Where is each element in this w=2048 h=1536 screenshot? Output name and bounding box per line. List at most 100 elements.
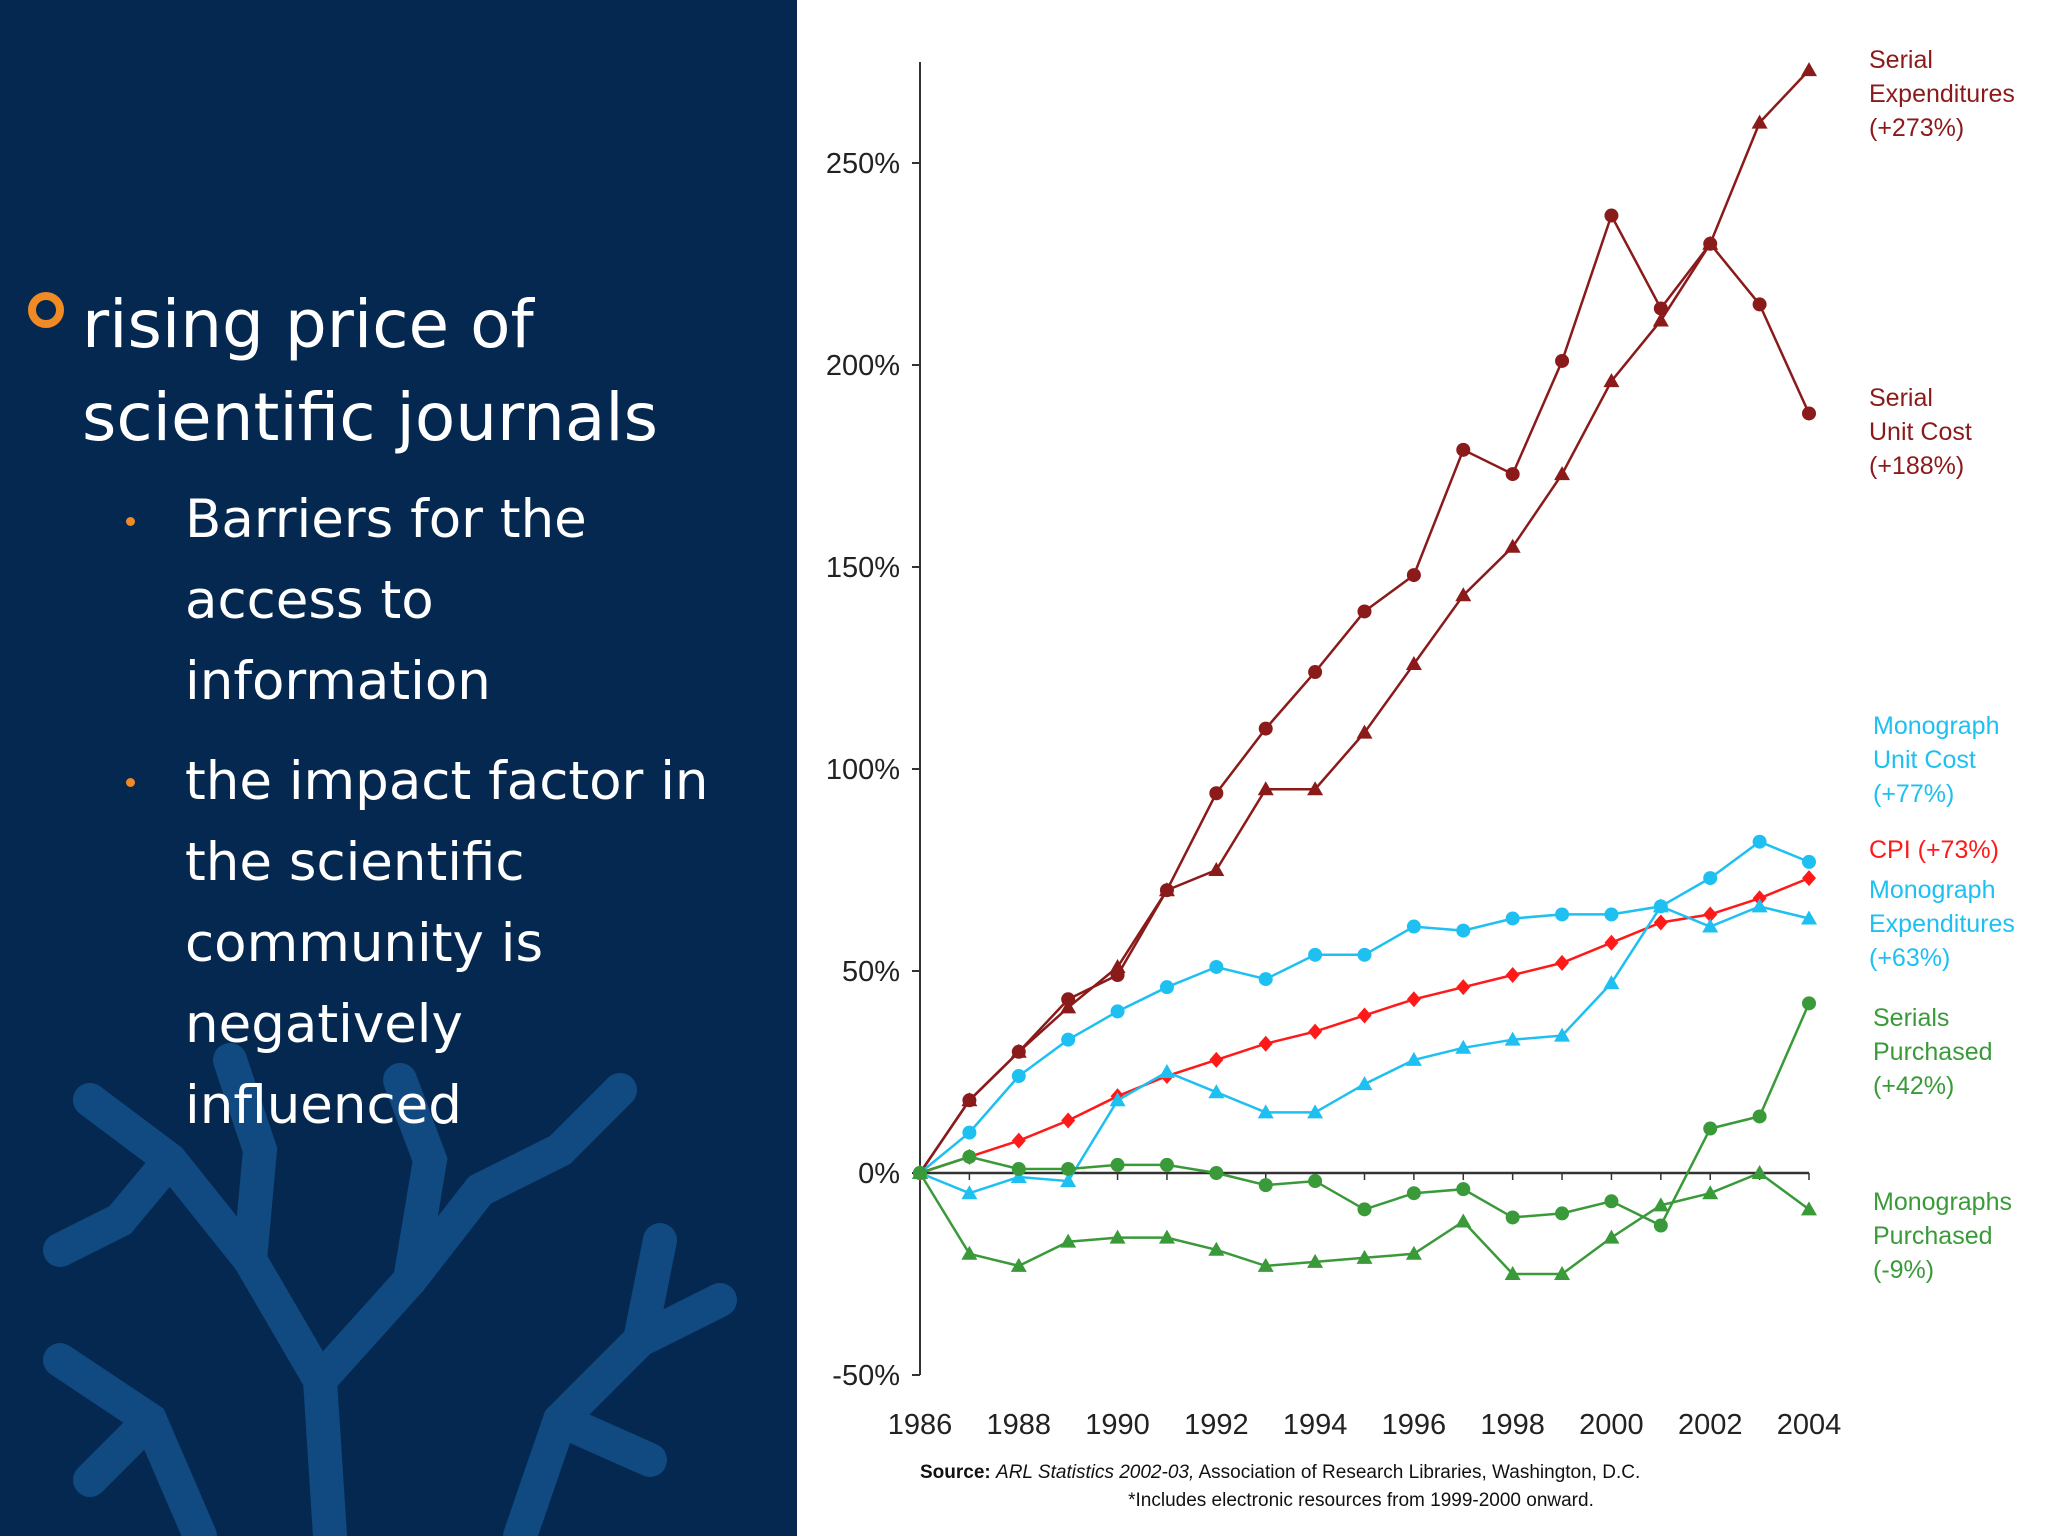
series-label: Expenditures	[1869, 910, 2015, 938]
data-point-monograph-expenditures	[1455, 1039, 1472, 1054]
data-point-serial-unit-cost	[1209, 786, 1224, 801]
line-chart: -50% 0% 50% 100% 150% 200% 250% 1986 1988 1990 199…	[826, 46, 2015, 1511]
x-tick-label: 1996	[1382, 1409, 1447, 1441]
data-point-monographs-purchased	[1801, 1201, 1817, 1216]
data-point-cpi	[1011, 1132, 1026, 1149]
data-point-serial-expenditures	[1356, 724, 1373, 739]
bullet-dot-icon	[126, 778, 135, 787]
data-point-monograph-unit-cost	[1357, 947, 1372, 962]
data-point-monograph-expenditures	[1702, 918, 1719, 933]
data-point-serials-purchased	[1406, 1186, 1421, 1201]
data-point-monographs-purchased	[1405, 1245, 1422, 1260]
bullet-ring-icon	[28, 292, 64, 328]
data-point-monograph-unit-cost	[1505, 911, 1520, 926]
y-tick-label: 50%	[842, 956, 900, 988]
data-point-serials-purchased	[1555, 1206, 1570, 1221]
data-point-monograph-expenditures	[1109, 1092, 1126, 1107]
chart-panel: -50% 0% 50% 100% 150% 200% 250% 1986 1988 1990 199…	[797, 0, 2048, 1536]
data-point-monograph-unit-cost	[1604, 907, 1619, 922]
data-point-monographs-purchased	[1504, 1266, 1521, 1280]
data-point-serials-purchased	[1159, 1157, 1174, 1172]
data-point-monographs-purchased	[1257, 1257, 1274, 1272]
data-point-serial-expenditures	[1554, 466, 1571, 481]
data-point-serials-purchased	[1802, 996, 1816, 1011]
data-point-monograph-unit-cost	[1555, 907, 1570, 922]
series-label: (+188%)	[1869, 452, 1964, 480]
data-point-serials-purchased	[1653, 1218, 1668, 1233]
data-point-monograph-unit-cost	[1159, 980, 1174, 995]
data-point-serials-purchased	[1258, 1178, 1273, 1193]
data-point-monograph-expenditures	[1307, 1104, 1324, 1119]
data-point-serials-purchased	[1061, 1161, 1076, 1176]
data-point-serial-expenditures	[1060, 999, 1077, 1014]
x-tick-label: 1990	[1085, 1409, 1150, 1441]
x-tick-label: 1986	[888, 1409, 953, 1441]
data-point-monographs-purchased	[1652, 1197, 1669, 1212]
data-point-monograph-unit-cost	[1802, 854, 1816, 869]
data-point-monographs-purchased	[1307, 1253, 1324, 1268]
data-point-cpi	[1505, 967, 1520, 984]
data-point-serials-purchased	[1505, 1210, 1520, 1225]
series-label: Serials	[1873, 1004, 1949, 1032]
series-line-monograph-unit-cost	[919, 840, 1810, 1174]
data-point-serial-unit-cost	[1703, 236, 1718, 251]
data-point-serial-unit-cost	[1555, 353, 1570, 368]
data-point-monograph-expenditures	[1010, 1169, 1027, 1184]
data-point-serials-purchased	[1357, 1202, 1372, 1217]
data-point-serial-unit-cost	[1110, 968, 1125, 983]
series-label: Expenditures	[1869, 80, 2015, 108]
data-point-cpi	[1061, 1112, 1076, 1129]
data-point-monographs-purchased	[1603, 1229, 1620, 1244]
data-point-serial-unit-cost	[1752, 297, 1767, 312]
x-tick-label: 2002	[1678, 1409, 1743, 1441]
data-point-monograph-unit-cost	[1110, 1004, 1125, 1019]
sub-bullet-2: the impact factor in the scientific comm…	[185, 751, 709, 1136]
x-tick-label: 1992	[1184, 1409, 1249, 1441]
data-point-monograph-expenditures	[1060, 1173, 1077, 1188]
y-tick-label: 200%	[826, 350, 900, 382]
data-point-monograph-expenditures	[1504, 1031, 1521, 1046]
data-point-monographs-purchased	[1455, 1213, 1472, 1228]
series-label: (+77%)	[1873, 780, 1954, 808]
series-label: (+42%)	[1873, 1072, 1954, 1100]
data-point-serial-expenditures	[1257, 781, 1274, 796]
data-point-serial-unit-cost	[1456, 442, 1471, 457]
y-tick-label: -50%	[832, 1360, 900, 1392]
series-label: Purchased	[1873, 1038, 1993, 1066]
series-label: Monograph	[1869, 876, 1995, 904]
data-point-monographs-purchased	[1702, 1185, 1719, 1200]
data-point-monographs-purchased	[1010, 1257, 1027, 1272]
data-point-monograph-expenditures	[1751, 898, 1768, 913]
data-point-serial-unit-cost	[1802, 406, 1816, 421]
data-point-monograph-unit-cost	[1209, 959, 1224, 974]
series-label: Unit Cost	[1873, 746, 1976, 774]
data-point-monograph-expenditures	[1257, 1104, 1274, 1119]
x-tick-label: 2000	[1579, 1409, 1644, 1441]
data-point-serials-purchased	[1011, 1161, 1026, 1176]
data-point-serials-purchased	[1752, 1109, 1767, 1124]
data-point-serial-expenditures	[1405, 655, 1422, 670]
data-point-serials-purchased	[1110, 1157, 1125, 1172]
source-note: Source: ARL Statistics 2002-03, Associat…	[920, 1462, 1640, 1483]
data-point-monograph-expenditures	[1603, 975, 1620, 990]
main-bullet-text: rising price of scientific journals	[82, 286, 659, 456]
data-point-monograph-unit-cost	[1011, 1069, 1026, 1084]
data-point-monographs-purchased	[1751, 1165, 1768, 1179]
data-point-monograph-unit-cost	[1406, 919, 1421, 934]
series-label: CPI (+73%)	[1869, 836, 1999, 864]
series-label: (+273%)	[1869, 114, 1964, 142]
data-point-monograph-expenditures	[1356, 1076, 1373, 1091]
data-point-serial-unit-cost	[1505, 467, 1520, 482]
y-tick-label: 150%	[826, 552, 900, 584]
data-point-cpi	[1555, 954, 1570, 971]
x-tick-label: 1998	[1480, 1409, 1545, 1441]
series-label: Monographs	[1873, 1188, 2012, 1216]
y-tick-label: 0%	[858, 1158, 900, 1190]
data-point-serial-expenditures	[1504, 538, 1521, 553]
coral-decoration	[43, 1043, 737, 1536]
data-point-serials-purchased	[1209, 1166, 1224, 1180]
data-point-cpi	[1604, 934, 1619, 951]
data-point-cpi	[1802, 870, 1816, 887]
data-point-monographs-purchased	[1060, 1233, 1077, 1248]
